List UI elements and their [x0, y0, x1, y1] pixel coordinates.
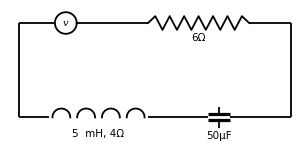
Text: 5  mH, 4Ω: 5 mH, 4Ω — [72, 129, 125, 139]
Text: v: v — [63, 19, 68, 28]
Text: 50μF: 50μF — [207, 131, 232, 141]
Text: 6Ω: 6Ω — [191, 33, 206, 43]
